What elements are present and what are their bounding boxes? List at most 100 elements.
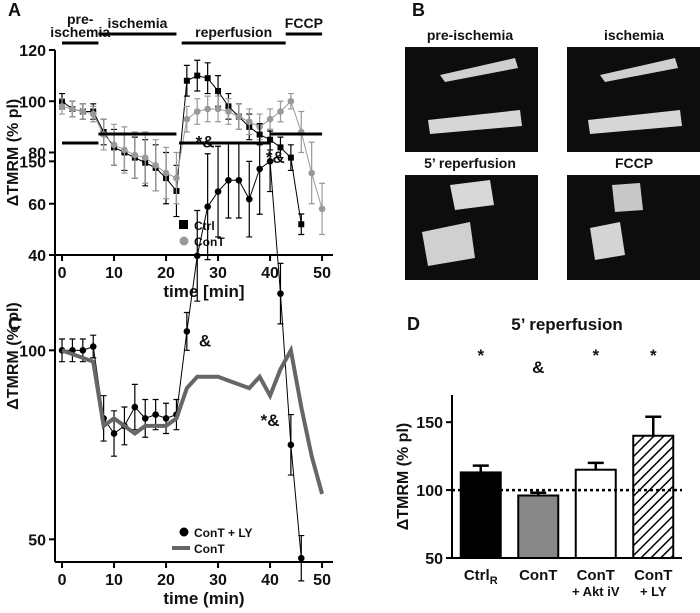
bar [574,468,617,560]
marker [183,77,190,84]
micrograph [567,47,700,152]
marker [183,115,191,123]
y-tick-label: 60 [28,197,46,214]
marker [131,151,139,159]
legend-marker [179,527,189,537]
bar [517,494,560,559]
marker [204,75,211,82]
phase-label: reperfusion [195,24,272,40]
marker [58,103,66,110]
subscript: R [490,575,498,587]
x-tick-label: 20 [157,572,175,589]
marker [235,176,243,184]
marker [110,141,118,149]
error-bar [530,491,547,496]
error-bar [472,464,489,473]
cell [450,180,494,210]
micrograph [405,47,538,152]
annotation: & [199,332,211,351]
marker [173,174,180,182]
phase-label: ischemia [107,15,167,31]
y-axis-label: ΔTMRM (% pl) [5,99,22,206]
panel-label: B [412,0,425,20]
y-tick-label: 100 [19,94,46,111]
error-bar [587,461,604,470]
x-tick-label: ConT [577,567,615,584]
y-tick-label: 150 [416,415,443,432]
annotation: *& [261,411,280,430]
y-axis-label: ΔTMRM (% pl) [5,302,22,409]
x-tick-label: 20 [157,265,175,282]
marker [121,146,128,154]
chart-title: 5’ reperfusion [511,315,622,334]
panel-label: C [8,314,21,334]
legend-label: ConT [194,235,225,249]
marker [225,176,232,184]
marker [298,221,305,228]
marker [183,328,191,335]
panel-label: D [407,314,420,334]
marker [131,403,139,411]
marker [79,347,87,354]
cell [422,222,475,266]
x-tick-label: 30 [209,572,227,589]
marker [193,252,201,260]
y-tick-label: 100 [416,483,443,500]
x-tick-label: 10 [105,265,123,282]
y-tick-label: 120 [19,43,46,60]
marker [152,411,159,418]
phase-label: FCCP [285,15,323,31]
marker [214,188,222,195]
marker [277,290,284,297]
y-tick-label: 50 [28,532,46,549]
x-tick-label: 10 [105,572,123,589]
x-tick-label: 0 [58,265,67,282]
marker [204,203,211,210]
marker [214,105,222,113]
marker [287,441,295,449]
x-axis-label: time [min] [163,282,244,301]
marker [193,108,201,115]
marker [215,88,222,94]
marker [266,115,274,123]
marker [266,158,274,165]
x-axis-label: time (min) [163,589,244,608]
bar [459,471,502,559]
x-tick-label: ConT [519,567,557,584]
x-tick-label: 40 [261,265,279,282]
x-tick-label: 40 [261,572,279,589]
phase-label: ischemia [50,24,110,40]
y-tick-label: 80 [28,146,46,163]
marker [89,343,97,350]
marker [245,118,253,126]
cell [440,58,518,82]
marker [110,430,118,437]
x-tick-label: + Akt iV [572,584,620,599]
cell [612,183,643,212]
marker [318,205,326,213]
marker [256,165,263,173]
legend-label: Ctrl [194,219,215,233]
marker [79,108,87,115]
image-caption: ischemia [604,27,664,43]
marker [194,72,201,79]
x-tick-label: 30 [209,265,227,282]
x-tick-label: CtrlR [464,567,498,587]
significance: * [477,346,484,365]
panel-label: A [8,0,21,20]
legend-marker [179,236,189,246]
marker [141,415,149,422]
significance: * [592,346,599,365]
marker [69,105,76,113]
significance: & [532,358,544,377]
legend-marker [179,220,188,229]
marker [287,154,294,161]
error-bar [645,415,662,436]
marker [277,144,284,151]
phase-label: pre- [67,11,94,27]
y-tick-label: 40 [28,248,46,265]
marker [235,113,243,120]
significance: * [650,346,657,365]
image-caption: FCCP [615,155,653,171]
